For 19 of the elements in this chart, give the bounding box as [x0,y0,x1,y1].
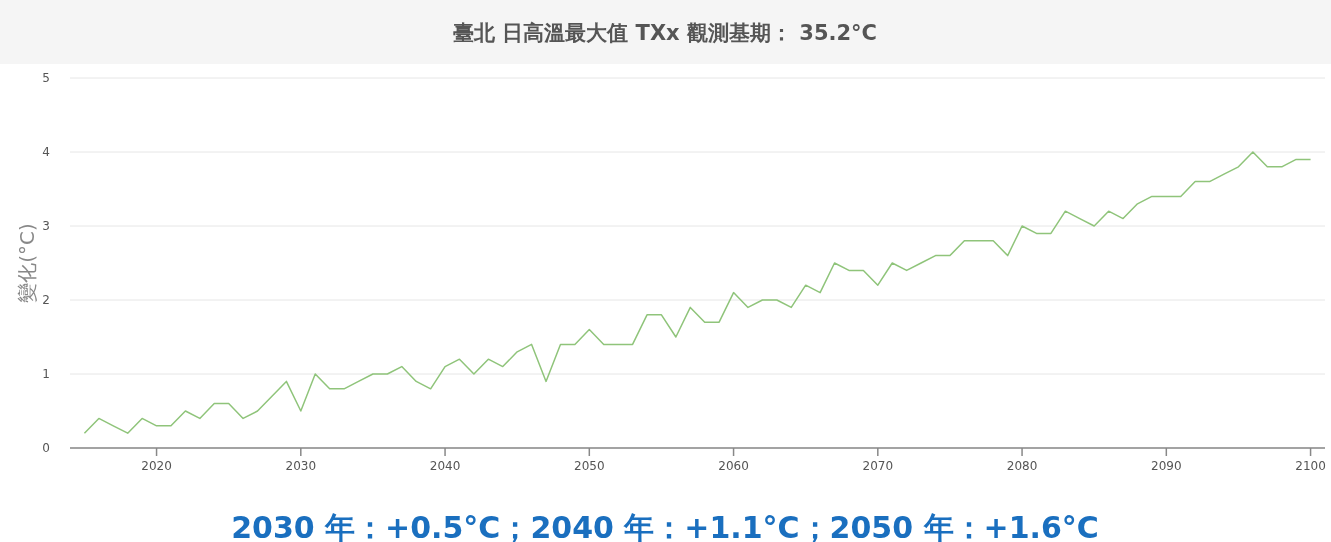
chart-title: 臺北 日高溫最大值 TXx 觀測基期： 35.2°C [452,21,878,45]
x-tick-label: 2070 [862,459,894,473]
y-tick-label: 5 [42,71,50,85]
x-tick-label: 2040 [429,459,461,473]
x-tick-label: 2090 [1151,459,1182,473]
y-tick-label: 3 [42,219,50,233]
text: 2030 年：+0.5°C；2040 年：+1.1°C；2050 年：+1.6°C [231,510,1099,542]
x-tick-label: 2080 [1006,459,1038,473]
y-tick-label: 4 [42,145,50,159]
line-series [83,151,1312,434]
y-tick-label: 2 [42,293,50,307]
x-tick-label: 2030 [285,459,317,473]
x-tick-label: 2020 [141,459,172,473]
x-tick-label: 2060 [718,459,749,473]
y-tick-label: 0 [42,441,50,455]
y-tick-label: 1 [42,367,50,381]
y-axis-title: 變化(°C) [15,223,39,303]
x-tick-label: 2050 [574,459,605,473]
x-tick-label: 2100 [1295,459,1326,473]
